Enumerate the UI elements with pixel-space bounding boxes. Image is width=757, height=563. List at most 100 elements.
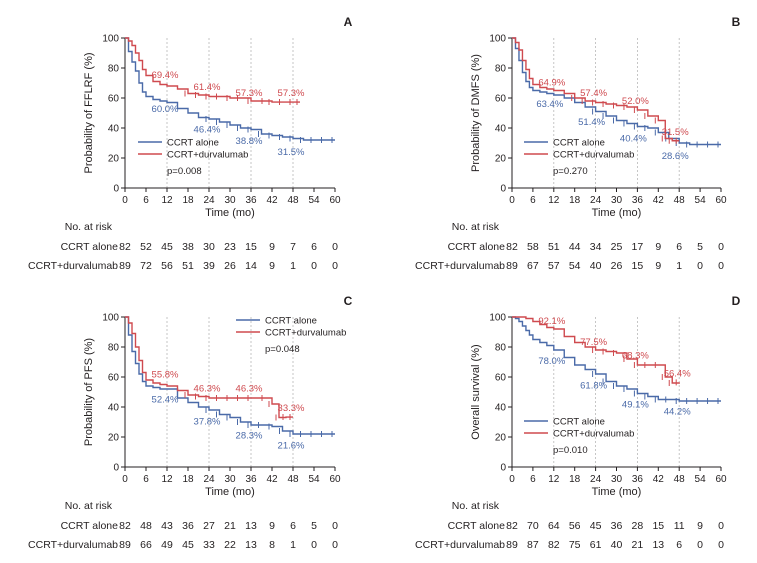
risk-value: 87 [527,539,539,551]
survival-label: 46.3% [194,384,221,395]
x-tick-label: 24 [203,195,215,206]
x-tick-label: 6 [530,195,536,206]
x-tick-label: 60 [715,195,727,206]
x-tick-label: 6 [143,195,149,206]
risk-table-title: No. at risk [65,500,113,512]
y-tick-label: 60 [108,373,120,384]
x-tick-label: 0 [509,195,515,206]
risk-value: 34 [590,241,602,253]
survival-label: 46.3% [236,384,263,395]
y-tick-label: 80 [495,343,507,354]
x-tick-label: 48 [674,195,686,206]
x-tick-label: 54 [695,474,707,485]
x-axis-title: Time (mo) [592,486,642,498]
risk-value: 58 [527,241,539,253]
legend-entry: CCRT alone [553,138,605,149]
y-tick-label: 100 [102,34,119,45]
y-tick-label: 20 [108,154,120,165]
survival-label: 40.4% [620,133,647,144]
risk-row-label: CCRT alone [448,520,506,532]
risk-value: 9 [655,241,661,253]
x-tick-label: 24 [590,474,602,485]
x-tick-label: 12 [161,474,173,485]
x-tick-label: 54 [308,474,320,485]
risk-value: 0 [311,539,317,551]
legend-entry: CCRT alone [265,316,317,327]
risk-row-label: CCRT+durvalumab [415,260,505,272]
risk-value: 21 [224,520,236,532]
y-tick-label: 40 [495,403,507,414]
survival-label: 49.1% [622,399,649,410]
legend-entry: CCRT alone [553,417,605,428]
risk-row-label: CCRT+durvalumab [415,539,505,551]
risk-value: 0 [332,241,338,253]
risk-value: 13 [652,539,664,551]
risk-value: 67 [527,260,539,272]
risk-value: 0 [697,260,703,272]
risk-value: 82 [119,241,131,253]
risk-value: 13 [245,520,257,532]
p-value: p=0.010 [553,445,588,456]
risk-value: 26 [224,260,236,272]
y-tick-label: 80 [495,64,507,75]
x-tick-label: 18 [182,195,194,206]
x-tick-label: 36 [632,474,644,485]
p-value: p=0.008 [167,166,202,177]
risk-value: 9 [655,260,661,272]
risk-value: 0 [718,241,724,253]
y-tick-label: 40 [108,124,120,135]
risk-value: 15 [245,241,257,253]
km-curve-ccrt-durvalumab [512,37,680,142]
survival-label: 37.8% [194,416,221,427]
x-tick-label: 12 [548,195,560,206]
survival-label: 55.8% [152,369,179,380]
risk-value: 0 [718,260,724,272]
km-curve-ccrt-durvalumab [125,37,300,103]
km-curve-ccrt-durvalumab [512,316,680,384]
risk-value: 26 [611,260,623,272]
risk-value: 64 [548,520,560,532]
x-tick-label: 24 [203,474,215,485]
risk-row-label: CCRT+durvalumab [28,539,118,551]
risk-table-title: No. at risk [65,221,113,233]
panel-letter: A [344,15,353,29]
km-curve-ccrt-alone [512,316,721,402]
y-tick-label: 60 [108,94,120,105]
risk-value: 48 [140,520,152,532]
x-tick-label: 24 [590,195,602,206]
survival-label: 21.6% [278,441,305,452]
x-tick-label: 18 [182,474,194,485]
legend-entry: CCRT+durvalumab [553,429,634,440]
risk-value: 0 [697,539,703,551]
x-tick-label: 42 [266,474,278,485]
km-curve-ccrt-durvalumab [125,316,293,419]
risk-row-label: CCRT+durvalumab [28,260,118,272]
survival-label: 61.8% [580,380,607,391]
survival-label: 44.2% [664,407,691,418]
risk-value: 9 [269,241,275,253]
risk-value: 1 [290,539,296,551]
risk-value: 9 [269,260,275,272]
risk-value: 54 [569,260,581,272]
x-tick-label: 54 [308,195,320,206]
risk-value: 45 [590,520,602,532]
x-tick-label: 42 [653,195,665,206]
risk-value: 15 [632,260,644,272]
survival-label: 68.3% [622,351,649,362]
risk-value: 6 [311,241,317,253]
risk-value: 0 [332,539,338,551]
survival-label: 31.5% [278,147,305,158]
y-tick-label: 60 [495,373,507,384]
survival-label: 57.4% [580,88,607,99]
y-axis-title: Probability of PFS (%) [83,338,95,446]
survival-label: 28.3% [236,431,263,442]
survival-label: 63.4% [536,99,563,110]
y-tick-label: 60 [495,94,507,105]
x-tick-label: 0 [509,474,515,485]
risk-value: 45 [161,241,173,253]
x-tick-label: 42 [266,195,278,206]
x-tick-label: 60 [715,474,727,485]
